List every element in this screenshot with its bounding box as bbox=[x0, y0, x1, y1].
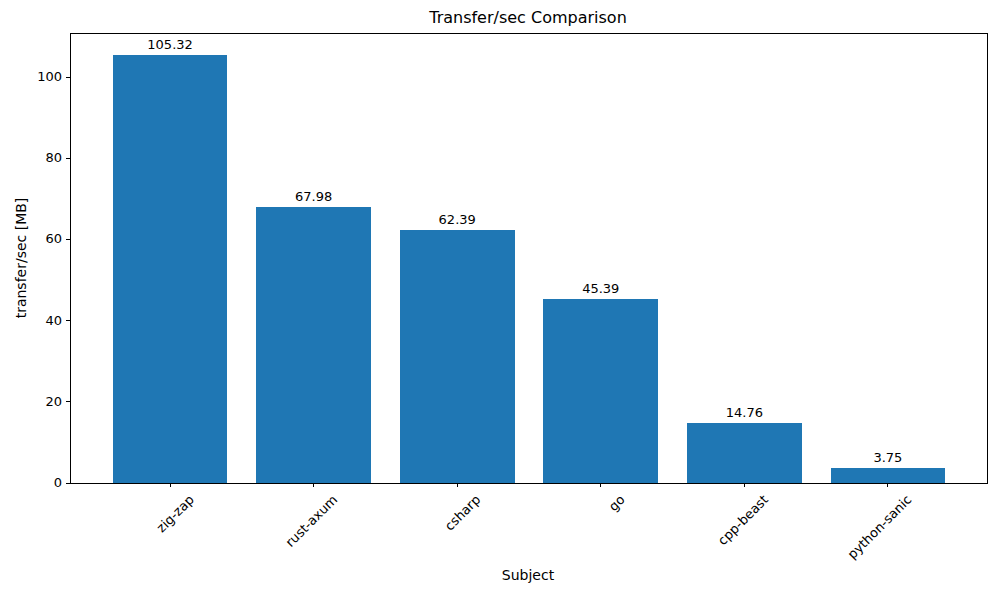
x-tick-label: cpp-beast bbox=[715, 492, 771, 548]
y-tick-mark bbox=[66, 158, 70, 159]
x-tick-mark bbox=[744, 483, 745, 487]
x-tick-label: go bbox=[605, 492, 627, 514]
y-tick-label: 60 bbox=[45, 231, 62, 247]
x-tick-label: python-sanic bbox=[845, 492, 915, 562]
chart-title: Transfer/sec Comparison bbox=[70, 8, 986, 27]
x-tick-mark bbox=[600, 483, 601, 487]
bar-value-label: 62.39 bbox=[397, 212, 517, 227]
bar-csharp bbox=[400, 230, 515, 483]
bar-value-label: 45.39 bbox=[541, 281, 661, 296]
bar-zig-zap bbox=[113, 55, 228, 483]
bar-value-label: 14.76 bbox=[684, 405, 804, 420]
bar-value-label: 3.75 bbox=[828, 450, 948, 465]
y-tick-label: 0 bbox=[54, 475, 62, 491]
bar-value-label: 67.98 bbox=[254, 189, 374, 204]
plot-area: 020406080100105.32zig-zap67.98rust-axum6… bbox=[70, 33, 988, 484]
x-tick-mark bbox=[170, 483, 171, 487]
y-tick-mark bbox=[66, 483, 70, 484]
y-tick-mark bbox=[66, 401, 70, 402]
y-axis-label: transfer/sec [MB] bbox=[13, 198, 29, 319]
bar-python-sanic bbox=[831, 468, 946, 483]
bar-rust-axum bbox=[256, 207, 371, 483]
x-tick-mark bbox=[887, 483, 888, 487]
y-tick-mark bbox=[66, 320, 70, 321]
y-tick-label: 80 bbox=[45, 150, 62, 166]
x-tick-label: csharp bbox=[442, 492, 484, 534]
y-tick-label: 40 bbox=[45, 313, 62, 329]
y-tick-label: 20 bbox=[45, 394, 62, 410]
x-axis-label: Subject bbox=[70, 567, 986, 583]
y-tick-mark bbox=[66, 77, 70, 78]
y-tick-mark bbox=[66, 239, 70, 240]
x-tick-label: rust-axum bbox=[282, 492, 340, 550]
x-tick-mark bbox=[313, 483, 314, 487]
bar-value-label: 105.32 bbox=[110, 37, 230, 52]
bar-chart-figure: Transfer/sec Comparison transfer/sec [MB… bbox=[0, 0, 1000, 600]
x-tick-label: zig-zap bbox=[153, 492, 196, 535]
bar-cpp-beast bbox=[687, 423, 802, 483]
y-tick-label: 100 bbox=[37, 69, 62, 85]
x-tick-mark bbox=[457, 483, 458, 487]
bar-go bbox=[543, 299, 658, 483]
